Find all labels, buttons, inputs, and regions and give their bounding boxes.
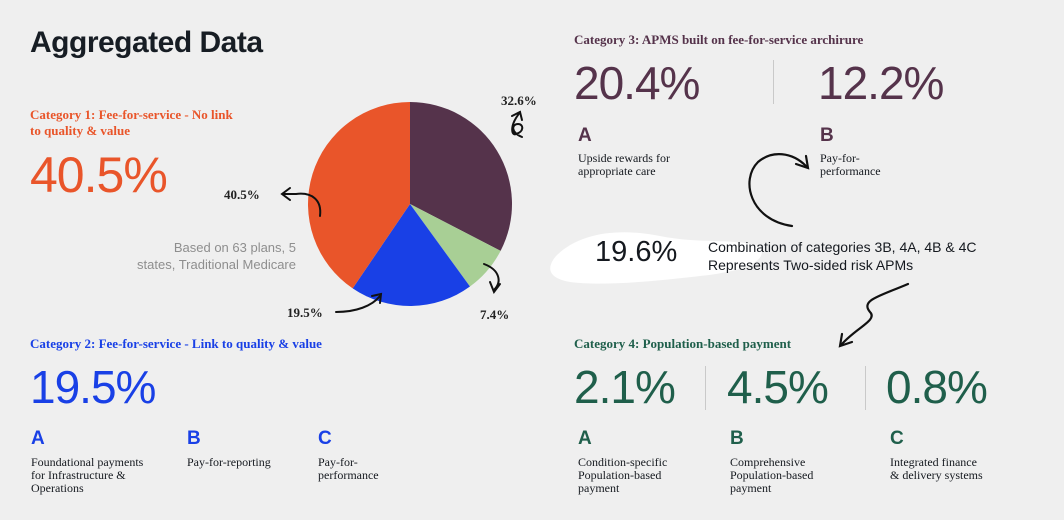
category4-item-a-desc: Condition-specific Population-based paym… xyxy=(578,456,718,495)
category4-item-b-letter: B xyxy=(730,428,744,449)
combination-text: Combination of categories 3B, 4A, 4B & 4… xyxy=(708,238,976,274)
arrowhead-32-icon xyxy=(511,110,523,121)
arrowhead-19-icon xyxy=(371,292,383,304)
combination-value: 19.6% xyxy=(595,236,678,268)
category1-value: 40.5% xyxy=(30,147,168,203)
category3-item-a-desc: Upside rewards for appropriate care xyxy=(578,152,728,178)
pie-label-orange: 40.5% xyxy=(224,187,260,202)
note-line2: states, Traditional Medicare xyxy=(137,257,296,272)
category3-divider xyxy=(773,60,774,104)
category2-item-c-desc: Pay-for- performance xyxy=(318,456,438,482)
category4-divider-2 xyxy=(865,366,866,410)
category3-item-b-desc: Pay-for- performance xyxy=(820,152,940,178)
loop-arrow-icon xyxy=(748,153,808,228)
c3a-line2: appropriate care xyxy=(578,164,656,178)
category4-item-c-letter: C xyxy=(890,428,904,449)
c2c-line2: performance xyxy=(318,468,379,482)
pie-slice-1 xyxy=(410,101,512,251)
category2-value: 19.5% xyxy=(30,361,156,413)
c3a-line1: Upside rewards for xyxy=(578,151,670,165)
category4-divider-1 xyxy=(705,366,706,410)
category2-item-c-letter: C xyxy=(318,428,332,449)
category3-label: Category 3: APMS built on fee-for-servic… xyxy=(574,32,864,47)
arrow-40-icon xyxy=(283,192,322,217)
c2a-line1: Foundational payments xyxy=(31,455,144,469)
pie-label-plum: 32.6% xyxy=(501,93,537,108)
c3b-line2: performance xyxy=(820,164,881,178)
c4b-line1: Comprehensive xyxy=(730,455,806,469)
category4-item-a-value: 2.1% xyxy=(574,361,676,413)
category4-label: Category 4: Population-based payment xyxy=(574,336,792,351)
arrow-7-icon xyxy=(483,263,500,291)
c4a-line2: Population-based xyxy=(578,468,662,482)
c2a-line3: Operations xyxy=(31,481,84,495)
category4-item-b-desc: Comprehensive Population-based payment xyxy=(730,456,870,495)
category2-label: Category 2: Fee-for-service - Link to qu… xyxy=(30,336,322,351)
page-title: Aggregated Data xyxy=(30,26,263,59)
arrowhead-7-icon xyxy=(489,281,501,295)
category2-item-a-desc: Foundational payments for Infrastructure… xyxy=(31,456,171,495)
pie-label-blue: 19.5% xyxy=(287,305,323,320)
category2-item-a-letter: A xyxy=(31,428,45,449)
category2-item-b-letter: B xyxy=(187,428,201,449)
category2-item-b-desc: Pay-for-reporting xyxy=(187,456,307,469)
c4c-line2: & delivery systems xyxy=(890,468,983,482)
c4c-line1: Integrated finance xyxy=(890,455,977,469)
zigzag-arrow-icon xyxy=(840,282,910,346)
pie-slice-3 xyxy=(352,204,470,307)
pie-slice-4 xyxy=(308,102,410,289)
brush-highlight xyxy=(550,232,762,284)
c4b-line3: payment xyxy=(730,481,772,495)
c4a-line1: Condition-specific xyxy=(578,455,668,469)
category3-item-b-letter: B xyxy=(820,125,834,146)
c4b-line2: Population-based xyxy=(730,468,814,482)
c2b-line1: Pay-for-reporting xyxy=(187,455,271,469)
category1-label: Category 1: Fee-for-service - No link to… xyxy=(30,107,233,139)
arrow-32-icon xyxy=(511,111,524,138)
c3b-line1: Pay-for- xyxy=(820,151,860,165)
category3-item-a-value: 20.4% xyxy=(574,57,700,109)
arrow-19-icon xyxy=(335,295,381,313)
c2a-line2: for Infrastructure & xyxy=(31,468,126,482)
note-line1: Based on 63 plans, 5 xyxy=(173,240,296,255)
c2c-line1: Pay-for- xyxy=(318,455,358,469)
pie-slice-2 xyxy=(410,204,501,287)
combination-line1: Combination of categories 3B, 4A, 4B & 4… xyxy=(708,239,977,255)
category1-label-line2: to quality & value xyxy=(30,123,131,138)
data-source-note: Based on 63 plans, 5 states, Traditional… xyxy=(130,239,296,273)
category4-item-c-value: 0.8% xyxy=(886,361,988,413)
arrowhead-40-icon xyxy=(280,187,291,201)
category3-item-a-letter: A xyxy=(578,125,592,146)
loop-arrowhead-icon xyxy=(794,154,810,170)
category1-label-line1: Category 1: Fee-for-service - No link xyxy=(30,107,233,122)
combination-line2: Represents Two-sided risk APMs xyxy=(708,257,914,273)
pie-slices xyxy=(308,101,512,307)
pie-label-green: 7.4% xyxy=(480,307,510,322)
c4a-line3: payment xyxy=(578,481,620,495)
zigzag-arrowhead-icon xyxy=(838,332,854,348)
category4-item-b-value: 4.5% xyxy=(727,361,829,413)
category3-item-b-value: 12.2% xyxy=(818,57,944,109)
category4-item-a-letter: A xyxy=(578,428,592,449)
category4-item-c-desc: Integrated finance & delivery systems xyxy=(890,456,1040,482)
